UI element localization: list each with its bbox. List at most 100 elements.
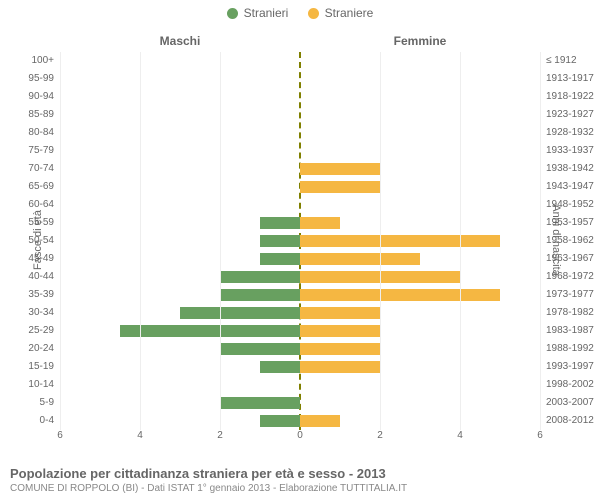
age-label: 45-49 <box>28 250 54 268</box>
legend-male-label: Stranieri <box>244 6 289 20</box>
gridline <box>60 52 61 430</box>
row-5-9: 5-92003-2007 <box>60 394 540 412</box>
row-25-29: 25-291983-1987 <box>60 322 540 340</box>
row-90-94: 90-941918-1922 <box>60 88 540 106</box>
age-label: 55-59 <box>28 214 54 232</box>
birth-year-label: 1998-2002 <box>546 376 594 394</box>
birth-year-label: 1928-1932 <box>546 124 594 142</box>
gridline <box>460 52 461 430</box>
legend: Stranieri Straniere <box>0 6 600 22</box>
x-axis-ticks: 6 4 2 0 2 4 6 <box>60 430 540 446</box>
row-85-89: 85-891923-1927 <box>60 106 540 124</box>
bar-female <box>300 325 380 337</box>
legend-male: Stranieri <box>227 6 289 20</box>
birth-year-label: 1963-1967 <box>546 250 594 268</box>
row-70-74: 70-741938-1942 <box>60 160 540 178</box>
age-label: 30-34 <box>28 304 54 322</box>
age-label: 50-54 <box>28 232 54 250</box>
x-tick: 6 <box>537 430 543 441</box>
birth-year-label: 1918-1922 <box>546 88 594 106</box>
x-tick: 2 <box>217 430 223 441</box>
gridline <box>540 52 541 430</box>
row-10-14: 10-141998-2002 <box>60 376 540 394</box>
bar-female <box>300 253 420 265</box>
caption: Popolazione per cittadinanza straniera p… <box>10 466 590 494</box>
gridline <box>140 52 141 430</box>
x-tick: 6 <box>57 430 63 441</box>
bar-male <box>220 271 300 283</box>
age-label: 65-69 <box>28 178 54 196</box>
row-100+: 100+≤ 1912 <box>60 52 540 70</box>
bar-male <box>220 289 300 301</box>
caption-title: Popolazione per cittadinanza straniera p… <box>10 466 590 481</box>
row-40-44: 40-441968-1972 <box>60 268 540 286</box>
birth-year-label: 2008-2012 <box>546 412 594 430</box>
x-tick: 4 <box>457 430 463 441</box>
bar-female <box>300 235 500 247</box>
chart-container: Stranieri Straniere Maschi Femmine Fasce… <box>0 0 600 500</box>
birth-year-label: 1993-1997 <box>546 358 594 376</box>
birth-year-label: 1943-1947 <box>546 178 594 196</box>
bar-rows: 100+≤ 191295-991913-191790-941918-192285… <box>60 52 540 430</box>
x-tick: 2 <box>377 430 383 441</box>
legend-male-swatch <box>227 8 238 19</box>
birth-year-label: ≤ 1912 <box>546 52 577 70</box>
birth-year-label: 1933-1937 <box>546 142 594 160</box>
age-label: 95-99 <box>28 70 54 88</box>
bar-male <box>220 343 300 355</box>
bar-male <box>260 235 300 247</box>
bar-male <box>260 361 300 373</box>
bar-male <box>260 415 300 427</box>
birth-year-label: 1958-1962 <box>546 232 594 250</box>
birth-year-label: 1948-1952 <box>546 196 594 214</box>
age-label: 80-84 <box>28 124 54 142</box>
age-label: 20-24 <box>28 340 54 358</box>
row-50-54: 50-541958-1962 <box>60 232 540 250</box>
row-20-24: 20-241988-1992 <box>60 340 540 358</box>
row-30-34: 30-341978-1982 <box>60 304 540 322</box>
row-55-59: 55-591953-1957 <box>60 214 540 232</box>
age-label: 40-44 <box>28 268 54 286</box>
age-label: 90-94 <box>28 88 54 106</box>
bar-male <box>260 217 300 229</box>
bar-male <box>180 307 300 319</box>
legend-female-label: Straniere <box>325 6 374 20</box>
bar-female <box>300 307 380 319</box>
row-95-99: 95-991913-1917 <box>60 70 540 88</box>
row-80-84: 80-841928-1932 <box>60 124 540 142</box>
row-65-69: 65-691943-1947 <box>60 178 540 196</box>
birth-year-label: 1968-1972 <box>546 268 594 286</box>
header-male: Maschi <box>60 34 300 48</box>
bar-male <box>120 325 300 337</box>
chart-area: Maschi Femmine Fasce di età Anni di nasc… <box>0 30 600 450</box>
gridline <box>380 52 381 430</box>
bar-male <box>220 397 300 409</box>
birth-year-label: 1913-1917 <box>546 70 594 88</box>
row-75-79: 75-791933-1937 <box>60 142 540 160</box>
row-15-19: 15-191993-1997 <box>60 358 540 376</box>
age-label: 35-39 <box>28 286 54 304</box>
birth-year-label: 1983-1987 <box>546 322 594 340</box>
bar-female <box>300 415 340 427</box>
row-45-49: 45-491963-1967 <box>60 250 540 268</box>
x-tick: 0 <box>297 430 303 441</box>
birth-year-label: 2003-2007 <box>546 394 594 412</box>
row-35-39: 35-391973-1977 <box>60 286 540 304</box>
birth-year-label: 1973-1977 <box>546 286 594 304</box>
birth-year-label: 1938-1942 <box>546 160 594 178</box>
age-label: 100+ <box>31 52 54 70</box>
gridline <box>220 52 221 430</box>
row-0-4: 0-42008-2012 <box>60 412 540 430</box>
age-label: 60-64 <box>28 196 54 214</box>
age-label: 0-4 <box>40 412 54 430</box>
legend-female: Straniere <box>308 6 374 20</box>
header-female: Femmine <box>300 34 540 48</box>
bar-female <box>300 361 380 373</box>
bar-female <box>300 181 380 193</box>
birth-year-label: 1953-1957 <box>546 214 594 232</box>
x-tick: 4 <box>137 430 143 441</box>
bar-female <box>300 163 380 175</box>
legend-female-swatch <box>308 8 319 19</box>
age-label: 5-9 <box>40 394 54 412</box>
row-60-64: 60-641948-1952 <box>60 196 540 214</box>
